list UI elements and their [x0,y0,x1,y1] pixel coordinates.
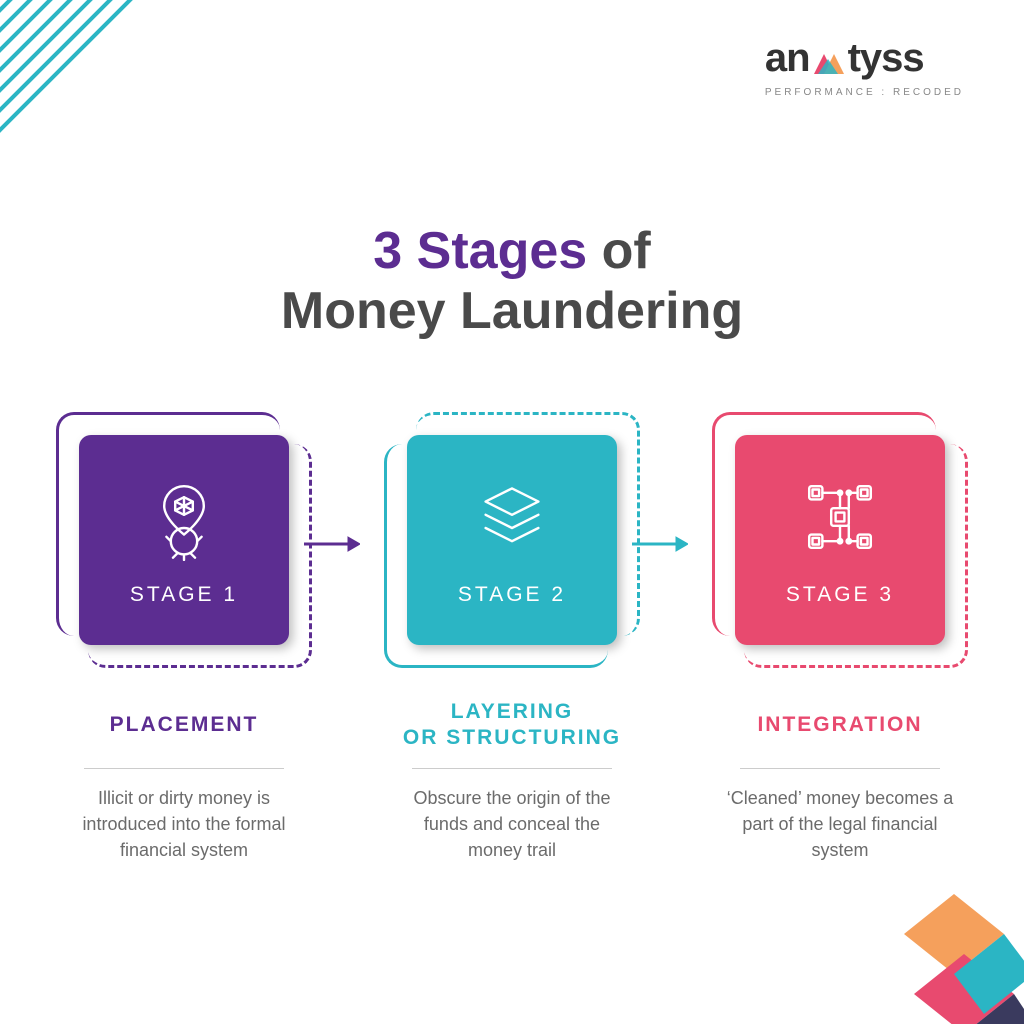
stage-1-name: PLACEMENT [110,698,259,752]
divider [740,768,940,769]
divider [412,768,612,769]
stage-2: STAGE 2 LAYERING OR STRUCTURING Obscure … [391,424,633,863]
arrow-2-to-3 [632,534,688,554]
placement-icon [140,473,228,561]
stage-2-desc: Obscure the origin of the funds and conc… [397,785,627,863]
stage-2-name: LAYERING OR STRUCTURING [403,698,621,752]
stage-3-desc: ‘Cleaned’ money becomes a part of the le… [725,785,955,863]
corner-shapes-decoration [854,884,1024,1024]
page-title: 3 Stages of Money Laundering [0,222,1024,342]
stage-2-label: STAGE 2 [458,583,566,607]
stage-3: STAGE 3 INTEGRATION ‘Cleaned’ money beco… [719,424,961,863]
layering-icon [468,473,556,561]
stage-1-card: STAGE 1 [79,435,289,645]
logo-suffix: tyss [848,36,924,81]
stage-1-label: STAGE 1 [130,583,238,607]
integration-icon [796,473,884,561]
stage-3-card: STAGE 3 [735,435,945,645]
stage-3-name: INTEGRATION [757,698,922,752]
stages-row: STAGE 1 PLACEMENT Illicit or dirty money… [0,424,1024,863]
logo-mark-icon [808,44,850,74]
logo-prefix: an [765,36,810,81]
title-rest-1: of [587,222,651,280]
stage-1: STAGE 1 PLACEMENT Illicit or dirty money… [63,424,305,863]
stage-1-desc: Illicit or dirty money is introduced int… [69,785,299,863]
brand-logo: an tyss PERFORMANCE : RECODED [765,36,964,98]
title-line-2: Money Laundering [281,282,743,340]
diagonal-lines-decoration [0,0,180,220]
stage-2-card: STAGE 2 [407,435,617,645]
divider [84,768,284,769]
title-accent: 3 Stages [373,222,587,280]
stage-3-label: STAGE 3 [786,583,894,607]
arrow-1-to-2 [304,534,360,554]
logo-tagline: PERFORMANCE : RECODED [765,87,964,98]
